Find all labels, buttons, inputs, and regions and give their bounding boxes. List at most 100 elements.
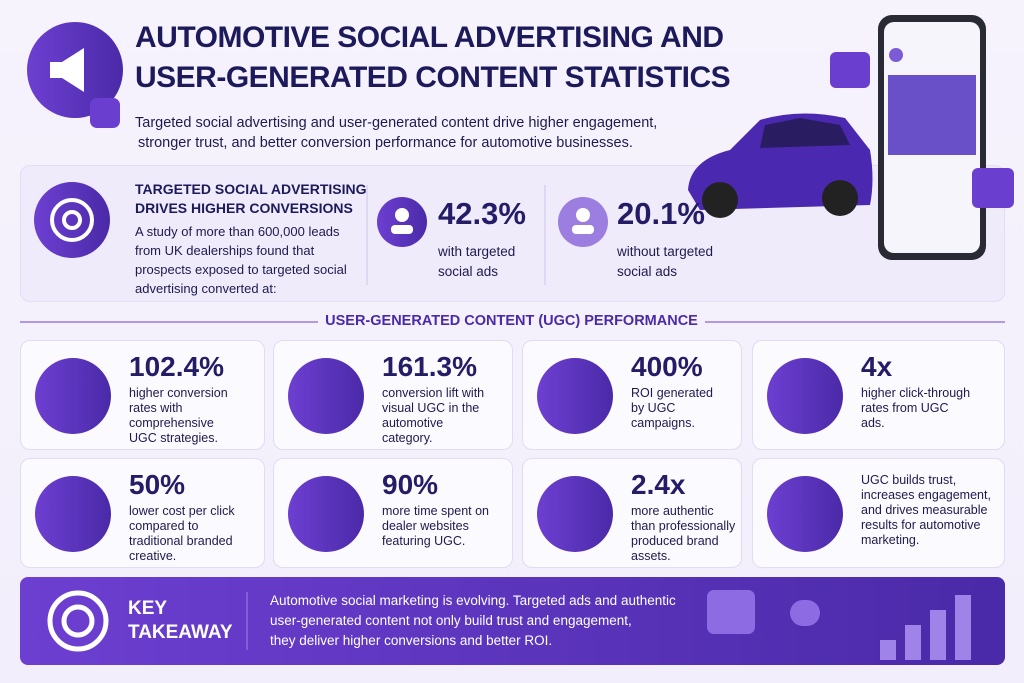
text-line: Automotive social marketing is evolving.…	[270, 593, 676, 608]
desc-line: produced brand	[631, 534, 719, 548]
desc-line: rates from UGC	[861, 401, 949, 415]
stat-value: 42.3%	[438, 196, 526, 231]
card-desc: ROI generated by UGC campaigns.	[631, 386, 713, 431]
card-value: 2.4x	[631, 469, 686, 500]
desc-line: higher conversion	[129, 386, 228, 400]
card-desc: higher click-through rates from UGC ads.	[861, 386, 970, 431]
stat-card: 2.4x more authentic than professionally pro…	[522, 458, 742, 568]
label-line: without targeted	[617, 244, 714, 259]
study-body: A study of more than 600,000 leads from …	[135, 222, 347, 298]
card-icon	[537, 358, 613, 434]
card-icon	[288, 476, 364, 552]
desc-line: assets.	[631, 549, 671, 563]
card-icon	[767, 476, 843, 552]
car	[688, 113, 873, 218]
subtitle: Targeted social advertising and user-gen…	[135, 113, 657, 153]
card-icon	[767, 358, 843, 434]
target-icon	[34, 182, 110, 258]
study-heading: TARGETED SOCIAL ADVERTISING DRIVES HIGHE…	[135, 180, 367, 218]
title: AUTOMOTIVE SOCIAL ADVERTISING AND USER-G…	[135, 18, 731, 98]
body-line: from UK dealerships found that	[135, 243, 315, 258]
takeaway-text: Automotive social marketing is evolving.…	[270, 591, 676, 651]
card-desc: more time spent on dealer websites featuri…	[382, 504, 489, 549]
text-line: user-generated content not only build tr…	[270, 613, 632, 628]
desc-line: visual UGC in the	[382, 401, 480, 415]
section-heading: USER-GENERATED CONTENT (UGC) PERFORMANCE	[325, 313, 698, 329]
desc-line: dealer websites	[382, 519, 469, 533]
stat-card: 50% lower cost per click compared to tradit…	[20, 458, 265, 568]
desc-line: conversion lift with	[382, 386, 485, 400]
stat-card: UGC builds trust, increases engagement, an…	[752, 458, 1005, 568]
desc-line: compared to	[129, 519, 199, 533]
desc-line: higher click-through	[861, 386, 971, 400]
stat-value: 20.1%	[617, 196, 705, 231]
body-line: advertising converted at:	[135, 281, 277, 296]
desc-line: UGC strategies.	[129, 431, 218, 445]
label-line: TAKEAWAY	[128, 622, 233, 643]
desc-line: campaigns.	[631, 416, 695, 430]
desc-line: and drives measurable	[861, 503, 988, 517]
subtitle-line: stronger trust, and better conversion pe…	[138, 135, 633, 151]
desc-line: category.	[382, 431, 433, 445]
takeaway-bar	[20, 577, 1005, 665]
desc-line: ads.	[861, 416, 885, 430]
desc-line: rates with	[129, 401, 183, 415]
card-value: 102.4%	[129, 351, 224, 382]
stat-label: without targeted social ads	[617, 242, 713, 282]
card-desc: conversion lift with visual UGC in the aut…	[382, 386, 484, 446]
desc-line: comprehensive	[129, 416, 214, 430]
stat-card: 90% more time spent on dealer websites feat…	[273, 458, 513, 568]
desc-line: automotive	[382, 416, 444, 430]
like-badge	[90, 98, 120, 128]
card-icon	[35, 358, 111, 434]
takeaway-label: KEY TAKEAWAY	[128, 597, 233, 645]
megaphone	[50, 48, 84, 92]
card-value: 90%	[382, 469, 439, 500]
like-badge	[972, 168, 1014, 208]
title-line: USER-GENERATED CONTENT STATISTICS	[135, 61, 731, 94]
title-line: AUTOMOTIVE SOCIAL ADVERTISING AND	[135, 21, 724, 54]
label-line: KEY	[128, 598, 168, 619]
card-desc: higher conversion rates with comprehensive…	[129, 386, 228, 446]
card-value: 4x	[861, 351, 893, 382]
card-value: 50%	[129, 469, 186, 500]
stat-label: with targeted social ads	[438, 242, 515, 282]
phone	[878, 15, 986, 260]
card-desc: UGC builds trust, increases engagement, an…	[861, 473, 991, 548]
label-line: social ads	[617, 264, 678, 279]
body-line: A study of more than 600,000 leads	[135, 224, 340, 239]
card-value: 161.3%	[382, 351, 477, 382]
desc-line: increases engagement,	[861, 488, 991, 502]
desc-line: than professionally	[631, 519, 736, 533]
body-line: prospects exposed to targeted social	[135, 262, 347, 277]
desc-line: by UGC	[631, 401, 676, 415]
desc-line: traditional branded	[129, 534, 233, 548]
card-icon	[288, 358, 364, 434]
label-line: with targeted	[438, 244, 516, 259]
desc-line: creative.	[129, 549, 177, 563]
desc-line: lower cost per click	[129, 504, 235, 518]
desc-line: results for automotive	[861, 518, 981, 532]
card-icon	[35, 476, 111, 552]
label-line: social ads	[438, 264, 499, 279]
stat-card: 400% ROI generated by UGC campaigns.	[522, 340, 742, 450]
card-icon	[537, 476, 613, 552]
text-line: they deliver higher conversions and bett…	[270, 633, 553, 648]
stat-card: 161.3% conversion lift with visual UGC in …	[273, 340, 513, 450]
heading-line: TARGETED SOCIAL ADVERTISING	[135, 181, 367, 197]
heading-line: DRIVES HIGHER CONVERSIONS	[135, 200, 353, 216]
desc-line: UGC builds trust,	[861, 473, 957, 487]
desc-line: featuring UGC.	[382, 534, 466, 548]
desc-line: more authentic	[631, 504, 714, 518]
desc-line: marketing.	[861, 533, 920, 547]
stat-card: 4x higher click-through rates from UGC ads.	[752, 340, 1005, 450]
card-value: 400%	[631, 351, 703, 382]
desc-line: more time spent on	[382, 504, 489, 518]
subtitle-line: Targeted social advertising and user-gen…	[135, 115, 658, 131]
card-desc: lower cost per click compared to tradition…	[129, 504, 235, 564]
heart-badge	[830, 52, 870, 88]
card-desc: more authentic than professionally produce…	[631, 504, 735, 564]
desc-line: ROI generated	[631, 386, 713, 400]
